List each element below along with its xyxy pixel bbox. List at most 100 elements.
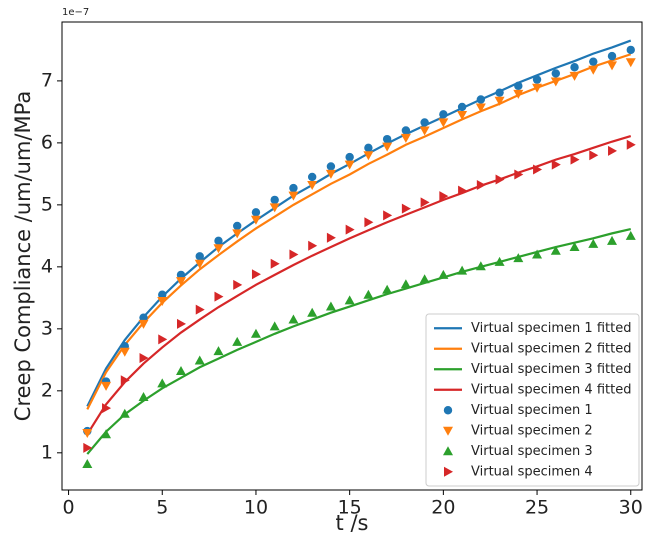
data-point (325, 301, 336, 311)
data-point (382, 284, 393, 294)
data-point (195, 252, 204, 261)
data-point (532, 249, 543, 259)
y-tick-label: 7 (41, 69, 53, 91)
data-point (457, 265, 468, 275)
data-point (625, 58, 636, 68)
legend-label: Virtual specimen 1 (471, 403, 593, 418)
legend-swatch (443, 446, 453, 456)
data-point (475, 103, 486, 113)
data-point (419, 126, 430, 136)
data-point (569, 71, 580, 81)
data-point (269, 321, 280, 331)
x-tick-label: 0 (63, 497, 75, 519)
data-point (494, 256, 505, 266)
data-point (625, 230, 636, 240)
legend-label: Virtual specimen 4 (471, 464, 593, 479)
x-axis-label: t /s (336, 511, 369, 535)
data-point (120, 375, 130, 386)
legend-swatch (443, 406, 453, 415)
data-point (288, 191, 299, 201)
y-tick-label: 4 (41, 255, 53, 277)
fitted-line (86, 135, 632, 435)
data-point (101, 381, 112, 391)
legend-label: Virtual specimen 2 fitted (471, 341, 631, 356)
data-point (157, 378, 168, 388)
data-point (233, 279, 243, 290)
y-tick-label: 2 (41, 379, 53, 401)
data-point (382, 134, 392, 144)
data-point (458, 185, 468, 196)
x-tick-label: 5 (156, 497, 168, 519)
data-point (457, 110, 468, 120)
legend-box (425, 313, 640, 487)
data-point (232, 229, 243, 239)
data-point (382, 142, 393, 152)
legend-swatch (444, 466, 453, 477)
data-point (401, 126, 411, 135)
data-point (176, 318, 186, 329)
plot-frame (61, 21, 643, 491)
legend-label: Virtual specimen 3 (471, 444, 593, 459)
legend-label: Virtual specimen 2 (471, 423, 593, 438)
data-point (419, 274, 430, 284)
data-point (213, 346, 224, 356)
data-point (626, 139, 636, 150)
data-point (513, 89, 524, 99)
legend: Virtual specimen 1 fitted Virtual specime… (425, 313, 640, 487)
data-point (250, 328, 261, 338)
data-point (551, 69, 560, 78)
data-point (626, 45, 635, 55)
data-point (345, 152, 354, 162)
data-point (420, 118, 429, 127)
data-point (457, 102, 467, 112)
data-point (439, 110, 448, 119)
fitted-line (86, 39, 632, 407)
data-point (607, 235, 618, 245)
data-point (270, 258, 280, 269)
data-point (251, 269, 261, 280)
data-point (551, 159, 561, 170)
data-point (344, 295, 355, 305)
data-point (570, 154, 580, 165)
data-point (194, 259, 205, 269)
data-point (344, 160, 355, 170)
y-axis-label: Creep Compliance /um/um/MPa (11, 91, 35, 421)
data-point (439, 191, 449, 202)
y-tick-label: 6 (41, 131, 53, 153)
data-point (589, 57, 598, 66)
data-point (476, 95, 486, 104)
data-point (139, 313, 148, 322)
data-point (345, 224, 355, 235)
data-point (364, 217, 374, 228)
y-tick-label: 5 (41, 193, 53, 215)
data-point (607, 51, 617, 61)
data-point (514, 169, 524, 180)
data-point (307, 307, 318, 317)
data-point (325, 169, 336, 179)
data-point (288, 314, 299, 324)
data-point (476, 180, 486, 191)
data-point (400, 279, 411, 289)
data-point (83, 442, 93, 453)
data-point (513, 253, 524, 263)
data-point (307, 181, 318, 191)
data-point (175, 277, 186, 287)
legend-label: Virtual specimen 4 fitted (471, 382, 631, 397)
data-point (82, 458, 93, 468)
x-tick-label: 10 (244, 497, 268, 519)
data-point (401, 203, 411, 214)
y-offset-label: 1e−7 (62, 7, 89, 18)
data-point (289, 183, 298, 193)
data-point (532, 75, 542, 84)
data-point (569, 242, 580, 252)
legend-swatch (443, 426, 453, 436)
data-point (438, 269, 449, 279)
data-point (138, 319, 149, 329)
data-point (588, 238, 599, 248)
x-tick-label: 25 (525, 497, 549, 519)
data-point (494, 96, 505, 106)
data-point (495, 174, 505, 185)
data-point (307, 172, 317, 182)
x-tick-label: 20 (431, 497, 455, 519)
